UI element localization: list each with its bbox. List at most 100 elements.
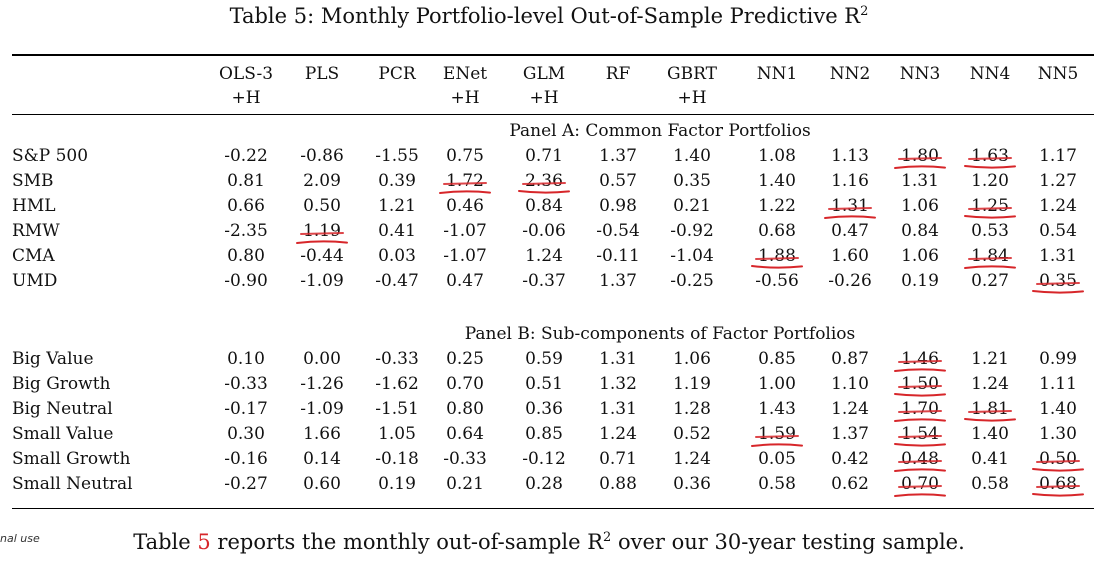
row-label: Small Growth (12, 449, 131, 469)
body-superscript: 2 (603, 530, 612, 545)
table-cell: 1.22 (758, 196, 796, 216)
table-cell: 1.08 (758, 146, 796, 166)
table-cell: -0.06 (522, 221, 566, 241)
table-cell: 0.53 (971, 221, 1009, 241)
table-cell: 0.75 (446, 146, 484, 166)
table-cell: -0.56 (755, 271, 799, 291)
table-cell: -0.26 (828, 271, 872, 291)
table-cell: -1.09 (300, 399, 344, 419)
table-cell: 1.70 (901, 399, 939, 419)
row-label: UMD (12, 271, 58, 291)
table-cell: -1.07 (443, 221, 487, 241)
column-header: PCR (378, 64, 416, 84)
table-cell: 1.43 (758, 399, 796, 419)
table-cell: 0.39 (378, 171, 416, 191)
column-header-suffix: +H (529, 88, 559, 108)
column-header: GBRT (667, 64, 717, 84)
column-header: NN4 (969, 64, 1011, 84)
table-cell: 0.19 (378, 474, 416, 494)
results-table: OLS-3 +H PLS PCR ENet +H GLM +H RF GBRT +H NN1 NN2 NN… (12, 54, 1094, 509)
table-cell: 0.21 (673, 196, 711, 216)
table-cell: 0.64 (446, 424, 484, 444)
row-label: RMW (12, 221, 60, 241)
table-cell: 0.80 (227, 246, 265, 266)
table-cell: 1.46 (901, 349, 939, 369)
table-cell: 0.48 (901, 449, 939, 469)
table-cell: 1.13 (831, 146, 869, 166)
row-label: Big Growth (12, 374, 111, 394)
table-cell: 0.30 (227, 424, 265, 444)
table-cell: 0.58 (758, 474, 796, 494)
table-cell: 1.06 (901, 196, 939, 216)
table-cell: -2.35 (224, 221, 268, 241)
column-header: NN2 (829, 64, 871, 84)
table-cell: 0.10 (227, 349, 265, 369)
table-cell: -0.37 (522, 271, 566, 291)
table-cell: 0.50 (1039, 449, 1077, 469)
table-cell: 1.59 (758, 424, 796, 444)
column-header: ENet (442, 64, 488, 84)
table-caption: Table 5: Monthly Portfolio-level Out-of-… (0, 4, 1098, 28)
column-header-suffix: +H (450, 88, 480, 108)
table-cell: -0.16 (224, 449, 268, 469)
table-cell: 1.30 (1039, 424, 1077, 444)
table-cell: 0.87 (831, 349, 869, 369)
row-label: SMB (12, 171, 54, 191)
table-cell: 1.24 (831, 399, 869, 419)
table-cell: 1.05 (378, 424, 416, 444)
row-label: Small Value (12, 424, 114, 444)
table-cell: 1.32 (599, 374, 637, 394)
table-cell: 1.06 (673, 349, 711, 369)
table-cell: -1.62 (375, 374, 419, 394)
table-cell: 1.31 (1039, 246, 1077, 266)
table-cell: -0.33 (443, 449, 487, 469)
table-cell: 0.71 (599, 449, 637, 469)
table-cell: 0.70 (446, 374, 484, 394)
table-cell: 1.24 (971, 374, 1009, 394)
table-cell: -0.90 (224, 271, 268, 291)
table-cell: -1.09 (300, 271, 344, 291)
table-cell: 0.50 (303, 196, 341, 216)
table-cell: 0.71 (525, 146, 563, 166)
table-cell: 1.27 (1039, 171, 1077, 191)
column-header: PLS (304, 64, 340, 84)
table-cell: 1.66 (303, 424, 341, 444)
table-cell: 0.41 (971, 449, 1009, 469)
caption-text: Table 5: Monthly Portfolio-level Out-of-… (229, 4, 861, 28)
table-cell: 1.37 (599, 271, 637, 291)
row-label: CMA (12, 246, 55, 266)
table-cell: 1.31 (599, 399, 637, 419)
table-cell: 0.70 (901, 474, 939, 494)
table-cell: 0.14 (303, 449, 341, 469)
table-cell: 0.21 (446, 474, 484, 494)
column-header-suffix: +H (677, 88, 707, 108)
table-cell: 0.85 (525, 424, 563, 444)
table-cell: -1.07 (443, 246, 487, 266)
row-label: Big Neutral (12, 399, 113, 419)
table-cell: 1.06 (901, 246, 939, 266)
table-cell: 1.19 (673, 374, 711, 394)
table-cell: 1.81 (971, 399, 1009, 419)
table-cell: 1.11 (1039, 374, 1077, 394)
table-reference-link[interactable]: 5 (197, 530, 211, 554)
column-header-suffix: +H (231, 88, 261, 108)
table-cell: 1.63 (971, 146, 1009, 166)
table-cell: 0.35 (673, 171, 711, 191)
table-cell: 1.24 (599, 424, 637, 444)
table-cell: -0.92 (670, 221, 714, 241)
table-cell: -0.86 (300, 146, 344, 166)
table-cell: 0.68 (1039, 474, 1077, 494)
table-cell: -0.25 (670, 271, 714, 291)
table-cell: -0.11 (596, 246, 640, 266)
table-cell: 1.31 (901, 171, 939, 191)
table-cell: 1.20 (971, 171, 1009, 191)
table-cell: 1.84 (971, 246, 1009, 266)
table-cell: 1.40 (1039, 399, 1077, 419)
table-cell: 1.72 (446, 171, 484, 191)
table-cell: 0.88 (599, 474, 637, 494)
column-header: OLS-3 (218, 64, 274, 84)
table-cell: -1.04 (670, 246, 714, 266)
row-label: HML (12, 196, 56, 216)
table-cell: 0.84 (901, 221, 939, 241)
table-cell: 0.05 (758, 449, 796, 469)
